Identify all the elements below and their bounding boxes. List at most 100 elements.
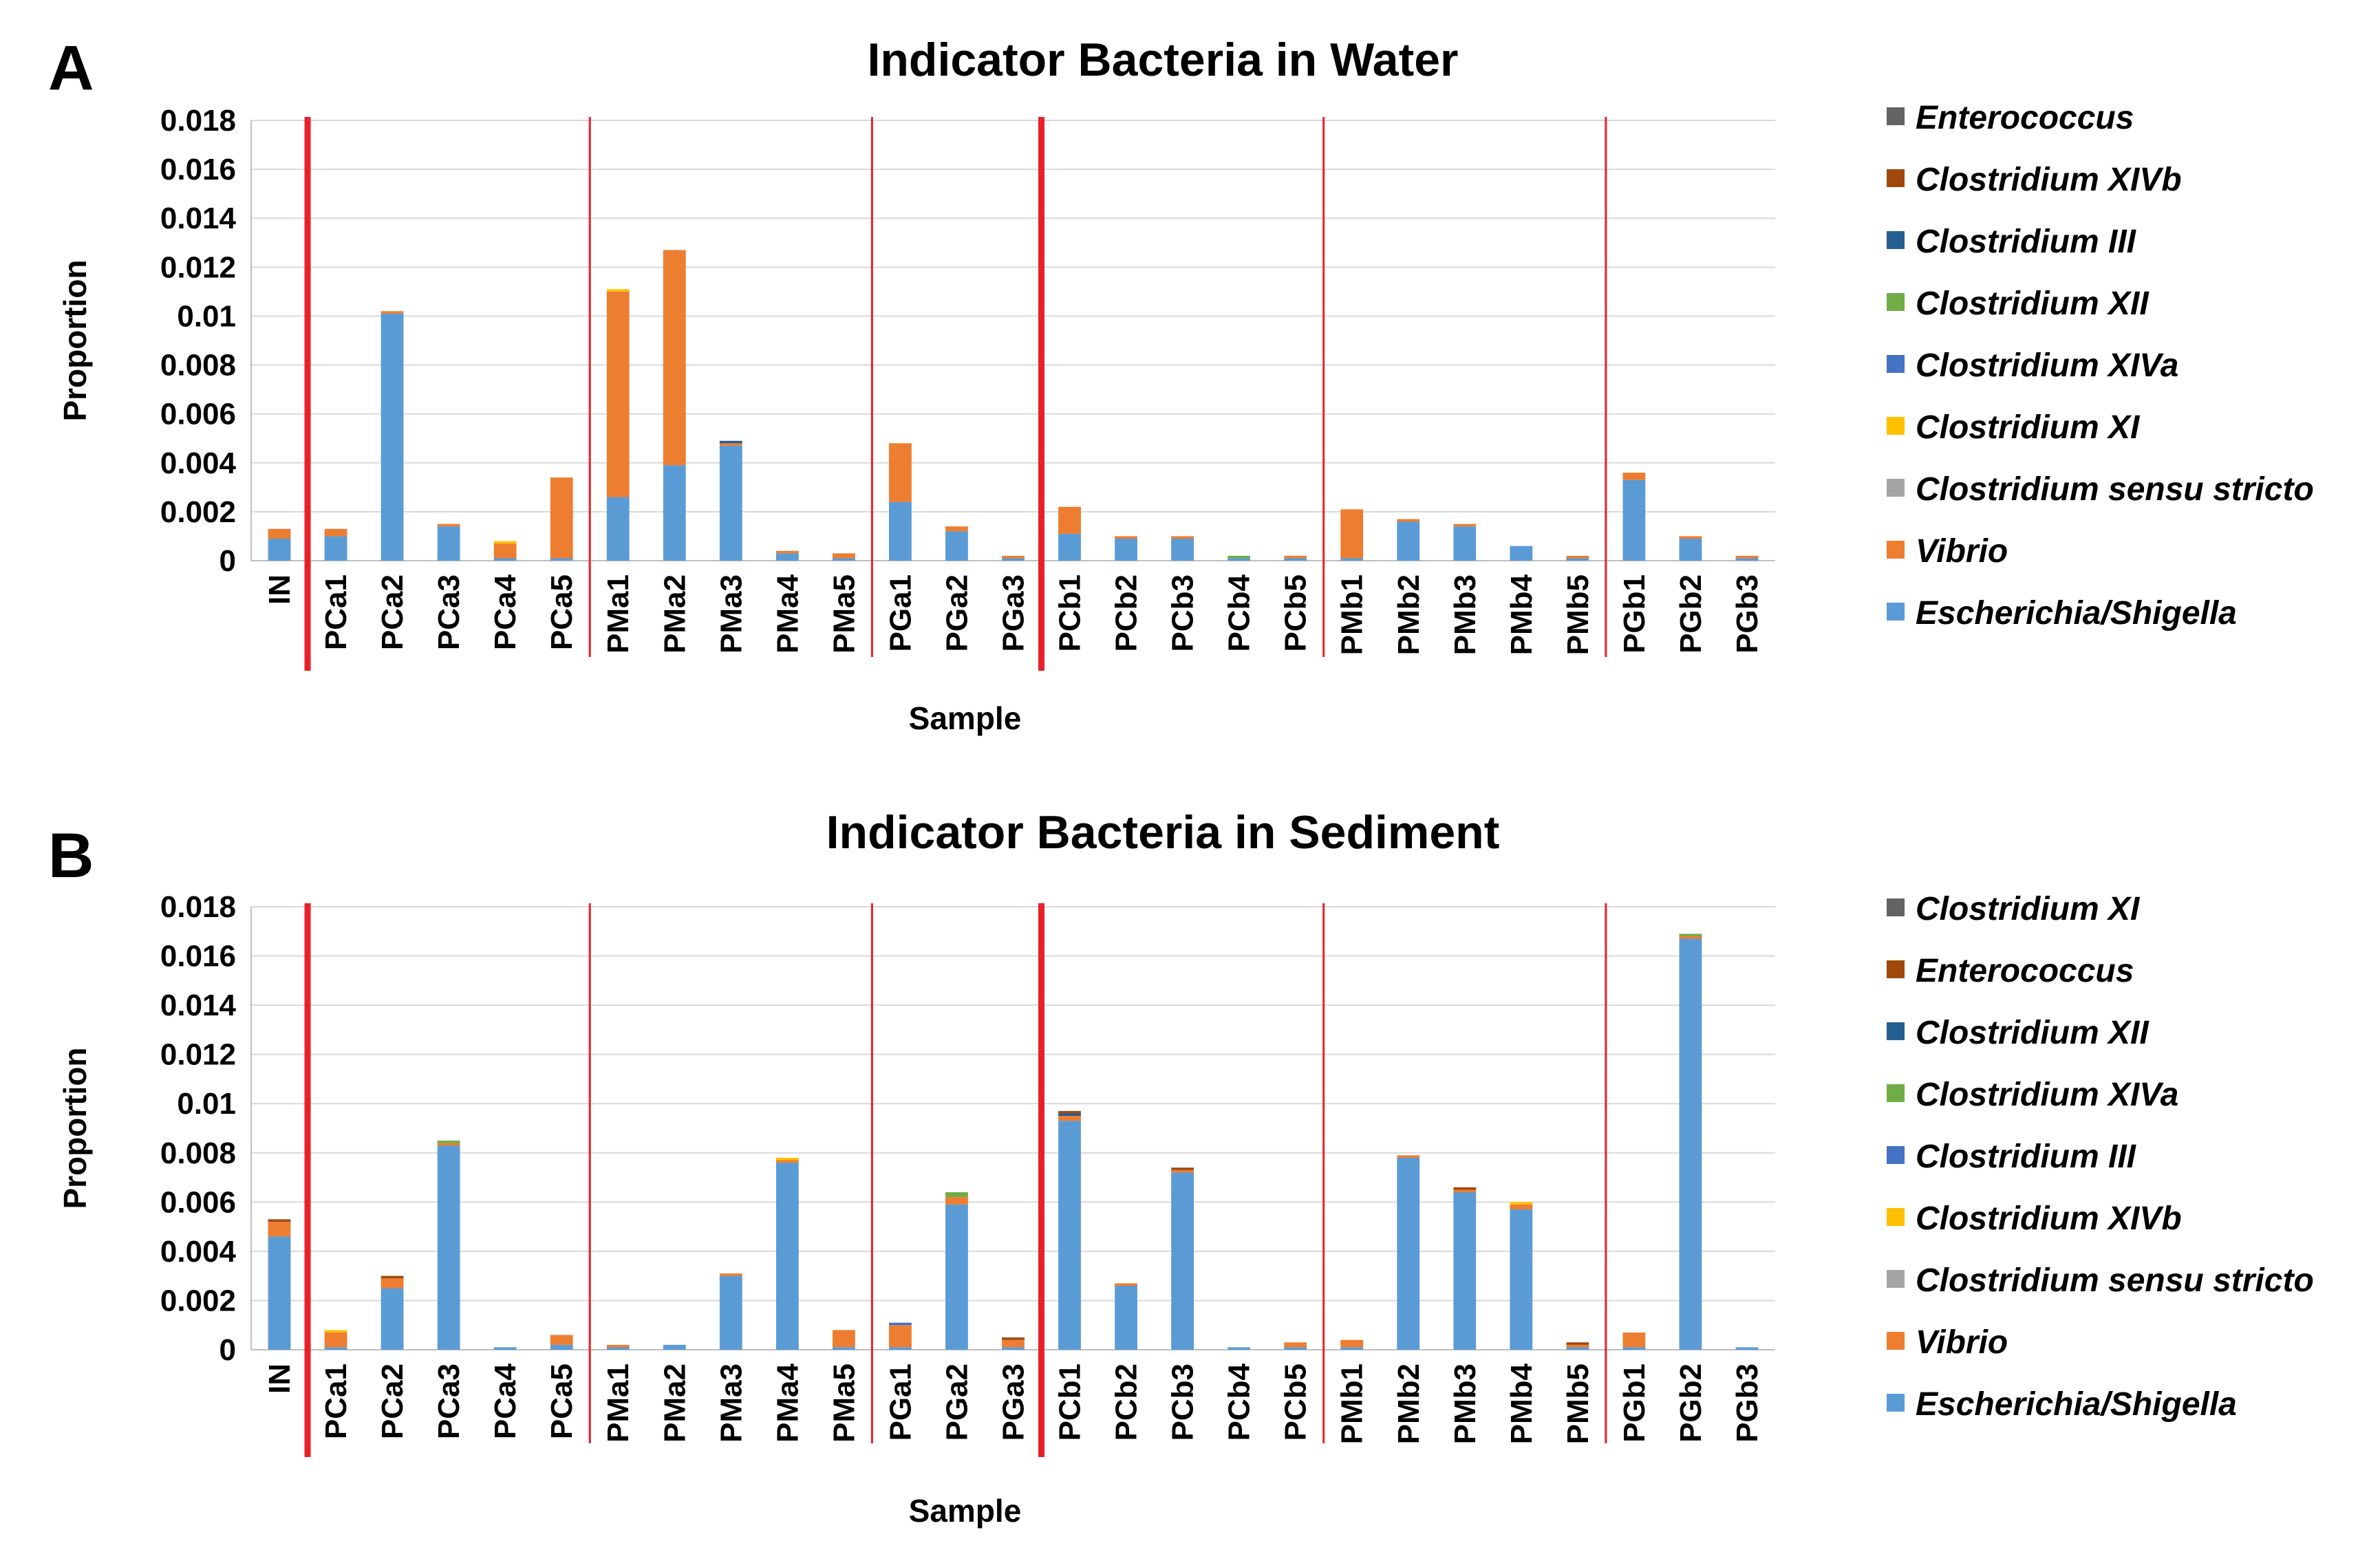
- bar-escherichia-shigella-pga1: [889, 1347, 912, 1350]
- bar-vibrio-pmb3: [1453, 524, 1477, 527]
- bar-escherichia-shigella-pma4: [775, 1163, 799, 1350]
- bar-vibrio-pga3: [1002, 1339, 1025, 1348]
- bar-vibrio-in: [268, 528, 291, 539]
- bar-vibrio-pca1: [324, 528, 347, 537]
- bar-escherichia-shigella-pcb5: [1284, 558, 1307, 561]
- x-tick-label: PMb1: [1336, 574, 1369, 655]
- bar-escherichia-shigella-pmb4: [1510, 546, 1533, 561]
- bar-clostridium-xiva-pgb2: [1679, 934, 1702, 936]
- y-tick-label: 0.014: [160, 989, 237, 1022]
- bar-escherichia-shigella-pmb5: [1566, 558, 1589, 561]
- x-tick-label: PCb5: [1279, 574, 1313, 651]
- x-tick-label: PCb5: [1279, 1364, 1313, 1441]
- x-tick-label: PGa2: [940, 1364, 974, 1441]
- x-tick-label: PCa2: [376, 574, 409, 650]
- bar-vibrio-pca2: [380, 311, 404, 314]
- bar-vibrio-pca3: [437, 524, 460, 527]
- legend-swatch-enterococcus: [1887, 960, 1905, 978]
- bar-vibrio-pga3: [1002, 555, 1025, 559]
- x-tick-label: PGb1: [1618, 574, 1651, 654]
- x-tick-label: PCa4: [489, 574, 522, 650]
- bar-vibrio-pmb2: [1397, 519, 1420, 522]
- legend-swatch-clostridium-xii: [1887, 1022, 1905, 1040]
- x-axis-label: Sample: [909, 700, 1022, 736]
- bar-vibrio-pgb2: [1679, 936, 1702, 939]
- bar-escherichia-shigella-pmb2: [1397, 521, 1420, 561]
- y-tick-label: 0.008: [160, 1136, 236, 1170]
- bar-clostridium-iii-pga1: [889, 1322, 912, 1326]
- bar-vibrio-pcb3: [1171, 536, 1194, 539]
- legend-swatch-vibrio: [1887, 541, 1905, 559]
- x-tick-label: PCb4: [1223, 574, 1256, 651]
- x-tick-label: PGa2: [940, 574, 974, 652]
- bar-vibrio-pma1: [606, 291, 630, 497]
- y-tick-label: 0.002: [160, 1284, 236, 1317]
- bar-enterococcus-pcb1: [1058, 1110, 1081, 1114]
- y-tick-label: 0.012: [160, 250, 236, 284]
- bar-vibrio-pca5: [550, 1335, 573, 1345]
- bar-escherichia-shigella-pmb3: [1453, 526, 1477, 561]
- bar-escherichia-shigella-pmb5: [1566, 1347, 1589, 1350]
- bar-escherichia-shigella-pma5: [832, 558, 855, 561]
- y-axis-label: Proportion: [57, 1047, 93, 1209]
- x-tick-label: PCb4: [1223, 1363, 1256, 1441]
- legend-entry-clostridium-xiva: Clostridium XIVa: [1916, 1077, 2178, 1113]
- bar-enterococcus-pmb5: [1566, 1342, 1589, 1345]
- legend-swatch-escherichia-shigella: [1887, 603, 1905, 621]
- x-tick-label: PMb4: [1505, 1363, 1539, 1444]
- y-tick-label: 0.008: [160, 349, 236, 382]
- y-tick-label: 0: [219, 544, 236, 578]
- x-tick-label: PMa5: [827, 1364, 861, 1443]
- bar-clostridium-xivb-pmb4: [1510, 1202, 1533, 1205]
- x-tick-label: PMb1: [1336, 1364, 1369, 1444]
- x-tick-label: PCa3: [432, 1364, 466, 1439]
- bar-vibrio-pgb2: [1679, 536, 1702, 539]
- bar-escherichia-shigella-pgb1: [1622, 479, 1646, 561]
- bar-escherichia-shigella-pca4: [493, 558, 517, 561]
- x-tick-label: PGb3: [1730, 1364, 1764, 1443]
- bar-vibrio-pma3: [719, 443, 742, 446]
- legend-swatch-clostridium-xivb: [1887, 169, 1905, 187]
- legend-entry-clostridium-iii: Clostridium III: [1916, 1139, 2137, 1175]
- bar-escherichia-shigella-pcb1: [1058, 1121, 1081, 1350]
- y-tick-label: 0.018: [160, 890, 236, 924]
- panel-sediment: B Indicator Bacteria in Sediment 0 0.002 0.0…: [48, 806, 2314, 1529]
- bar-clostridium-xi-pca4: [493, 541, 517, 544]
- x-tick-label: PMa2: [658, 574, 692, 654]
- x-tick-label: PMa3: [714, 1364, 748, 1443]
- legend-entry-clostridium-iii: Clostridium III: [1916, 224, 2137, 260]
- bar-escherichia-shigella-pcb2: [1115, 539, 1137, 561]
- legend-entry-clostridium-xivb: Clostridium XIVb: [1916, 162, 2182, 198]
- x-tick-label: PCa1: [319, 1364, 353, 1439]
- bar-escherichia-shigella-pca3: [437, 1145, 460, 1350]
- bar-escherichia-shigella-pma2: [663, 1344, 686, 1350]
- legend-entry-clostridium-xi: Clostridium XI: [1916, 409, 2141, 446]
- x-tick-label: PCb3: [1166, 574, 1200, 651]
- chart-title: Indicator Bacteria in Water: [867, 34, 1458, 86]
- bar-vibrio-pma4: [775, 550, 799, 554]
- bar-escherichia-shigella-pcb3: [1171, 539, 1194, 561]
- bar-vibrio-pcb3: [1171, 1170, 1194, 1173]
- x-tick-label: PCb2: [1110, 574, 1144, 651]
- bar-vibrio-pmb1: [1340, 1339, 1364, 1348]
- x-tick-label: PCb2: [1110, 1364, 1144, 1441]
- bar-escherichia-shigella-pgb3: [1735, 1347, 1759, 1350]
- x-tick-label: PCb1: [1053, 1364, 1087, 1441]
- bar-escherichia-shigella-pmb4: [1510, 1209, 1533, 1350]
- x-tick-label: PMb4: [1505, 574, 1539, 655]
- x-tick-label: PCb3: [1166, 1364, 1200, 1441]
- bar-clostridium-xivb-pca1: [324, 1330, 347, 1333]
- x-tick-label: PMb5: [1561, 1364, 1595, 1444]
- legend-entry-escherichia-shigella: Escherichia/Shigella: [1916, 595, 2237, 632]
- panel-letter: A: [48, 33, 94, 103]
- x-tick-label: PGb2: [1674, 574, 1708, 654]
- x-tick-label: PMa3: [714, 574, 748, 654]
- legend-entry-escherichia-shigella: Escherichia/Shigella: [1916, 1386, 2237, 1423]
- x-tick-label: PGb3: [1730, 574, 1764, 654]
- bar-vibrio-pca3: [437, 1143, 460, 1146]
- y-tick-label: 0.012: [160, 1038, 236, 1072]
- bar-vibrio-pga2: [945, 526, 968, 532]
- legend-swatch-clostridium-iii: [1887, 1146, 1905, 1164]
- bar-escherichia-shigella-pma5: [832, 1347, 855, 1350]
- legend-swatch-clostridium-xivb: [1887, 1208, 1905, 1226]
